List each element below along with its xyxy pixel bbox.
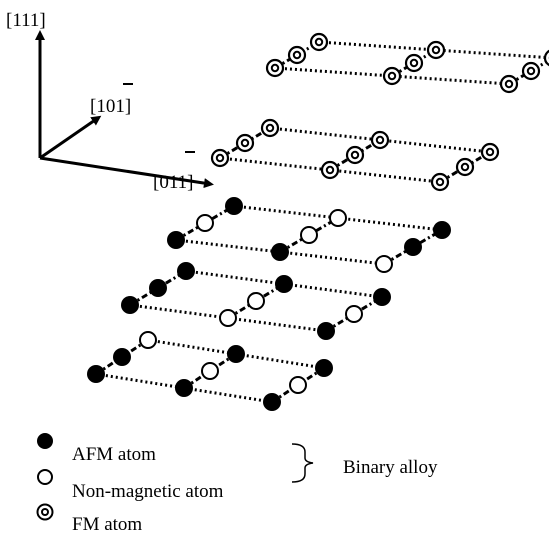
nm-atom [375, 255, 393, 273]
fm-atom-core [240, 138, 250, 148]
fm-atom-core [350, 150, 360, 160]
axis-label: [111] [6, 10, 46, 31]
fm-atom-core [325, 165, 335, 175]
afm-atom [121, 296, 139, 314]
lattice [87, 32, 549, 411]
fm-atom-core [292, 50, 302, 60]
fm-atom-core [265, 123, 275, 133]
fm-atom-core [504, 79, 514, 89]
fm-atom-core [375, 135, 385, 145]
afm-atom [225, 197, 243, 215]
brace [291, 443, 314, 483]
afm-atom [167, 231, 185, 249]
legend: AFM atom Non-magnetic atom FM atom Binar… [36, 433, 438, 535]
fm-atom-core [409, 58, 419, 68]
afm-atom [87, 365, 105, 383]
nm-atom [219, 309, 237, 327]
fm-atom-core [435, 177, 445, 187]
nm-symbol [37, 469, 53, 485]
afm-atom [317, 322, 335, 340]
afm-atom [227, 345, 245, 363]
axis-arrow [39, 156, 214, 189]
afm-atom [315, 359, 333, 377]
afm-atom [271, 243, 289, 261]
fm-atom-core [485, 147, 495, 157]
nm-atom [289, 376, 307, 394]
axes: [111] [101] [011] [6, 10, 214, 193]
nm-atom [196, 214, 214, 232]
bond-line [274, 66, 510, 86]
fm-atom-core [314, 37, 324, 47]
legend-item: AFM atom [72, 444, 156, 465]
legend-item: FM atom [72, 514, 142, 535]
afm-atom [433, 221, 451, 239]
afm-atom [404, 238, 422, 256]
fm-symbol [41, 508, 49, 516]
fm-atom-core [215, 153, 225, 163]
fm-atom-core [460, 162, 470, 172]
afm-atom [149, 279, 167, 297]
afm-atom [175, 379, 193, 397]
nm-atom [247, 292, 265, 310]
legend-item: Non-magnetic atom [72, 481, 224, 502]
afm-atom [373, 288, 391, 306]
afm-atom [177, 262, 195, 280]
afm-atom [113, 348, 131, 366]
afm-atom [263, 393, 281, 411]
nm-atom [139, 331, 157, 349]
fm-atom-core [270, 63, 280, 73]
fm-atom [543, 49, 549, 67]
axis-label: [101] [90, 96, 131, 117]
fm-atom-core [526, 66, 536, 76]
fm-atom-core [431, 45, 441, 55]
legend-group: Binary alloy [343, 457, 438, 478]
axis-arrow [39, 115, 102, 160]
axis-label: [011] [153, 172, 193, 193]
fm-atom-core [387, 71, 397, 81]
nm-atom [300, 226, 318, 244]
afm-symbol [37, 433, 53, 449]
nm-atom [329, 209, 347, 227]
nm-atom [201, 362, 219, 380]
bond-line [318, 40, 549, 60]
nm-atom [345, 305, 363, 323]
afm-atom [275, 275, 293, 293]
